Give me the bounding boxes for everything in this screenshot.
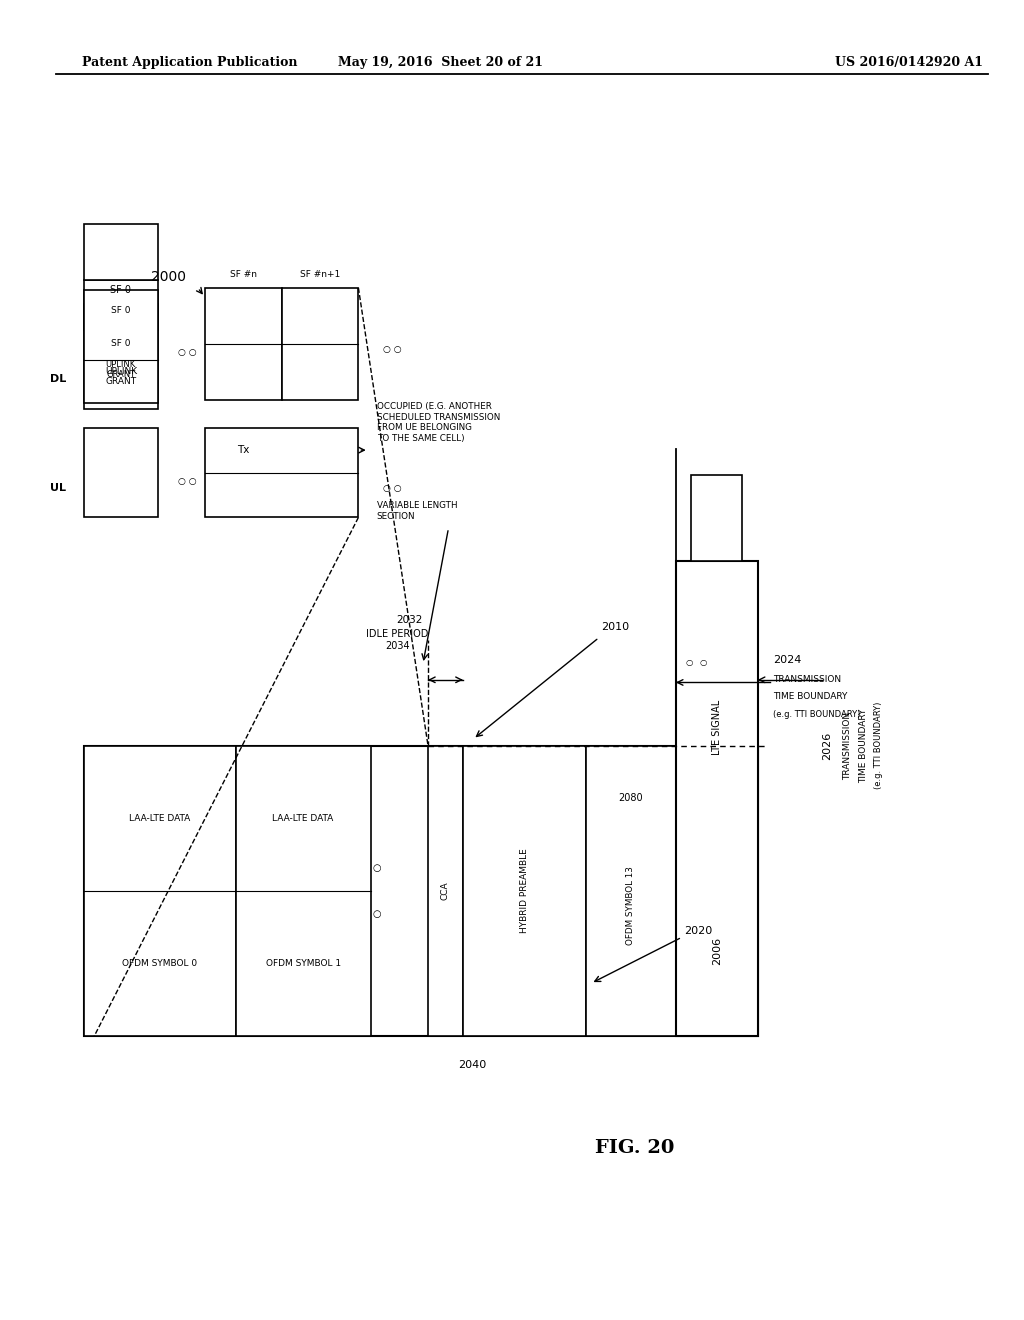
Bar [84, 428, 158, 517]
Text: TIME BOUNDARY: TIME BOUNDARY [773, 693, 848, 701]
Text: 2024: 2024 [773, 655, 802, 665]
Text: 2040: 2040 [458, 1060, 486, 1071]
Bar [84, 224, 158, 280]
Text: UL: UL [50, 483, 67, 494]
Text: SF 0: SF 0 [111, 285, 131, 296]
Text: UPLINK
GRANT: UPLINK GRANT [104, 367, 137, 385]
Text: UPLINK
GRANT: UPLINK GRANT [105, 360, 136, 379]
Text: SF #n+1: SF #n+1 [300, 271, 340, 279]
Text: (e.g. TTI BOUNDARY): (e.g. TTI BOUNDARY) [874, 702, 883, 789]
Bar [84, 304, 158, 409]
Text: TRANSMISSION: TRANSMISSION [773, 676, 842, 684]
Text: SF #n: SF #n [229, 271, 257, 279]
Text: TIME BOUNDARY: TIME BOUNDARY [859, 709, 867, 783]
Text: 2080: 2080 [618, 793, 643, 803]
Text: 2000: 2000 [152, 271, 186, 284]
Text: 2006: 2006 [712, 937, 722, 965]
Text: ○: ○ [373, 909, 381, 919]
Bar [691, 475, 742, 561]
Bar [84, 280, 158, 330]
Text: OFDM SYMBOL 1: OFDM SYMBOL 1 [265, 960, 341, 968]
Text: ○ ○: ○ ○ [178, 478, 197, 486]
Text: May 19, 2016  Sheet 20 of 21: May 19, 2016 Sheet 20 of 21 [338, 55, 543, 69]
Text: ○ ○: ○ ○ [178, 348, 197, 356]
Bar [586, 746, 676, 1036]
Text: ○ ○: ○ ○ [383, 484, 401, 492]
Bar [84, 746, 758, 1036]
Text: SF 0: SF 0 [111, 306, 131, 314]
Text: LAA-LTE DATA: LAA-LTE DATA [129, 814, 190, 822]
Text: 2032: 2032 [396, 615, 423, 626]
Text: IDLE PERIOD
2034: IDLE PERIOD 2034 [367, 630, 428, 651]
Text: HYBRID PREAMBLE: HYBRID PREAMBLE [520, 849, 528, 933]
Text: Patent Application Publication: Patent Application Publication [82, 55, 297, 69]
Bar [676, 561, 758, 1036]
Bar [205, 288, 282, 400]
Bar [282, 288, 358, 400]
Text: ○: ○ [699, 659, 708, 667]
Text: ○: ○ [373, 863, 381, 873]
Text: OFDM SYMBOL 0: OFDM SYMBOL 0 [122, 960, 198, 968]
Text: ○ ○: ○ ○ [383, 346, 401, 354]
Text: TRANSMISSION: TRANSMISSION [844, 711, 852, 780]
Bar [236, 746, 371, 1036]
Text: 2026: 2026 [822, 731, 833, 760]
Bar [84, 746, 236, 1036]
Text: LAA-LTE DATA: LAA-LTE DATA [272, 814, 334, 822]
Bar [84, 290, 158, 403]
Bar [205, 428, 358, 517]
Text: OFDM SYMBOL 13: OFDM SYMBOL 13 [627, 866, 635, 945]
Text: VARIABLE LENGTH
SECTION: VARIABLE LENGTH SECTION [377, 502, 458, 520]
Text: CCA: CCA [441, 882, 450, 900]
Bar [428, 746, 463, 1036]
Text: 2010: 2010 [601, 622, 629, 632]
Text: 2020: 2020 [684, 925, 713, 936]
Text: DL: DL [50, 374, 67, 384]
Text: SF 0: SF 0 [111, 339, 131, 347]
Text: FIG. 20: FIG. 20 [595, 1139, 675, 1158]
Text: LTE SIGNAL: LTE SIGNAL [712, 700, 722, 755]
Text: Tx: Tx [237, 445, 250, 455]
Text: OCCUPIED (E.G. ANOTHER
SCHEDULED TRANSMISSION
FROM UE BELONGING
TO THE SAME CELL: OCCUPIED (E.G. ANOTHER SCHEDULED TRANSMI… [377, 403, 500, 442]
Text: US 2016/0142920 A1: US 2016/0142920 A1 [835, 55, 983, 69]
Text: (e.g. TTI BOUNDARY): (e.g. TTI BOUNDARY) [773, 710, 860, 718]
Text: ○: ○ [685, 659, 693, 667]
Bar [463, 746, 586, 1036]
